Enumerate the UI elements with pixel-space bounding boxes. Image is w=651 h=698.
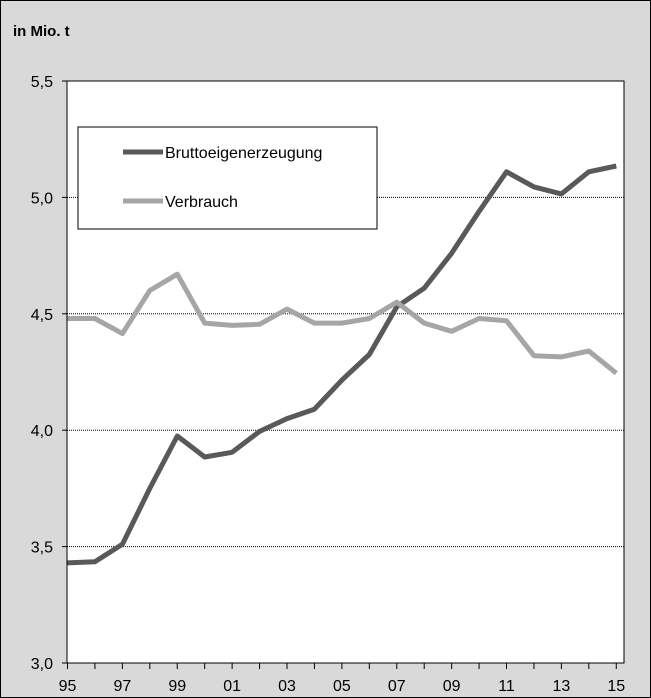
axes — [66, 81, 624, 664]
x-tick-label: 01 — [223, 678, 241, 695]
x-tick-label: 97 — [113, 678, 131, 695]
y-tick-label: 3,5 — [31, 540, 53, 557]
series-line-verbrauch — [67, 271, 618, 376]
x-tick-label: 05 — [333, 678, 351, 695]
y-tick-label: 5,5 — [31, 74, 53, 91]
x-tick-label: 95 — [59, 678, 77, 695]
x-tick-label: 99 — [168, 678, 186, 695]
x-tick-label: 03 — [278, 678, 296, 695]
x-tick-label: 11 — [498, 678, 515, 695]
legend-label-bruttoeigenerzeugung: Bruttoeigenerzeugung — [165, 145, 322, 162]
series-line-bruttoeigenerzeugung — [67, 163, 617, 566]
x-tick-label: 13 — [552, 678, 570, 695]
unit-label: in Mio. t — [13, 23, 70, 40]
x-tick-label: 09 — [443, 678, 461, 695]
legend: Bruttoeigenerzeugung Verbrauch — [77, 126, 378, 230]
x-tick-label: 15 — [607, 678, 625, 695]
x-tick-label: 07 — [388, 678, 406, 695]
y-tick-label: 4,0 — [31, 423, 53, 440]
legend-label-verbrauch: Verbrauch — [165, 194, 238, 211]
legend-box — [77, 126, 378, 230]
series-lines — [67, 163, 618, 566]
x-tick-labels: 95 97 99 01 03 05 07 09 11 13 15 — [59, 663, 625, 695]
y-tick-labels: 3,0 3,5 4,0 4,5 5,0 5,5 — [31, 74, 67, 673]
y-tick-label: 3,0 — [31, 656, 53, 673]
y-tick-label: 5,0 — [31, 190, 53, 207]
y-tick-label: 4,5 — [31, 307, 53, 324]
